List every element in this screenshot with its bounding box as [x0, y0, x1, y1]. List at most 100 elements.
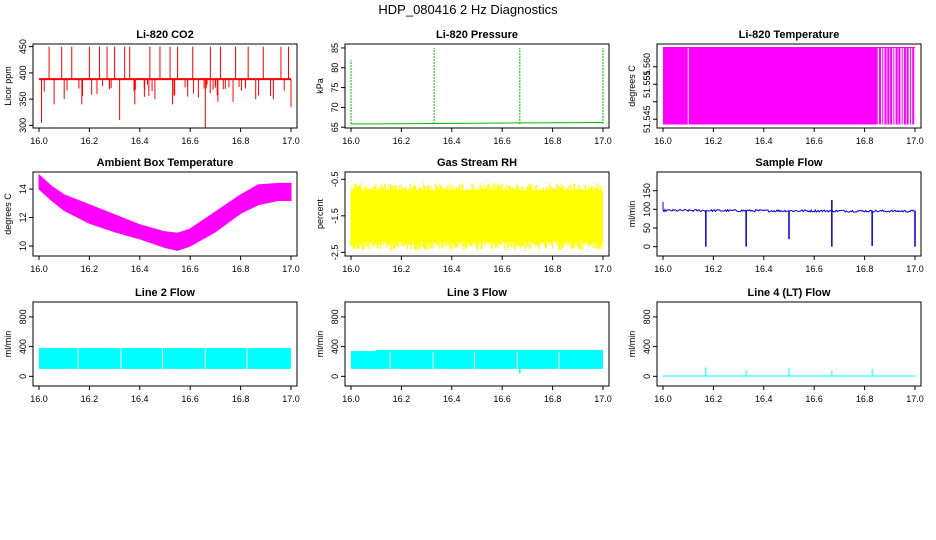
y-tick-label: 0	[18, 374, 28, 379]
chart-panel-rh: Gas Stream RH percent 16.0 16.2 16.4 16.6 16.8…	[315, 157, 612, 274]
y-axis-label: ml/min	[315, 331, 325, 358]
x-tick-label: 16.4	[443, 264, 461, 274]
chart-panel-sample_flow: Sample Flow ml/min 16.0 16.2 16.4 16.6 16.8 17.…	[627, 157, 924, 274]
y-tick-label: 75	[330, 83, 340, 93]
chart-title: Line 2 Flow	[135, 287, 195, 299]
chart-title: Line 3 Flow	[447, 287, 507, 299]
x-tick-label: 16.6	[805, 264, 823, 274]
chart-title: Gas Stream RH	[437, 157, 517, 169]
x-tick-label: 17.0	[906, 394, 924, 404]
y-tick-label: 450	[18, 39, 28, 54]
y-tick-label: 0	[330, 374, 340, 379]
y-tick-label: 800	[642, 309, 652, 324]
y-axis-label: ml/min	[627, 201, 637, 228]
plot-frame	[32, 301, 298, 387]
x-tick-label: 16.6	[181, 264, 199, 274]
y-axis-label: ml/min	[3, 331, 13, 358]
x-tick-label: 16.2	[81, 264, 99, 274]
y-tick-label: 0	[642, 244, 652, 249]
flow-band	[39, 348, 291, 369]
y-tick-label: 12	[18, 213, 28, 223]
x-tick-label: 16.4	[443, 394, 461, 404]
chart-title: Sample Flow	[755, 157, 823, 169]
series-box_temp	[38, 173, 292, 251]
x-tick-label: 16.4	[443, 136, 461, 146]
x-tick-label: 17.0	[594, 394, 612, 404]
x-tick-label: 16.2	[393, 264, 411, 274]
series-line3	[351, 350, 603, 374]
x-tick-label: 16.0	[30, 394, 48, 404]
x-tick-label: 16.8	[856, 394, 874, 404]
series-co2	[39, 46, 292, 128]
y-tick-label: 51.560	[642, 53, 652, 81]
y-tick-label: 350	[18, 92, 28, 107]
x-tick-label: 16.0	[30, 136, 48, 146]
x-tick-label: 16.0	[342, 394, 360, 404]
x-tick-label: 16.6	[181, 394, 199, 404]
y-tick-label: -2.5	[330, 245, 340, 261]
series-rh	[350, 183, 603, 251]
x-tick-label: 16.0	[654, 264, 672, 274]
x-tick-label: 16.4	[131, 394, 149, 404]
x-tick-label: 16.0	[654, 136, 672, 146]
y-axis-label: degrees C	[3, 193, 13, 235]
y-tick-label: 150	[642, 183, 652, 198]
plot-frame	[656, 171, 922, 257]
y-tick-label: 800	[330, 309, 340, 324]
x-tick-label: 16.8	[544, 394, 562, 404]
x-tick-label: 16.4	[755, 264, 773, 274]
y-tick-label: 800	[18, 309, 28, 324]
x-tick-label: 16.8	[544, 136, 562, 146]
x-tick-label: 16.8	[544, 264, 562, 274]
series-line4	[663, 367, 916, 377]
x-tick-label: 17.0	[906, 136, 924, 146]
series-licor_temp	[663, 47, 915, 125]
x-tick-label: 16.8	[856, 264, 874, 274]
x-tick-label: 17.0	[282, 136, 300, 146]
x-tick-label: 16.6	[805, 136, 823, 146]
y-tick-label: 14	[18, 184, 28, 194]
x-tick-label: 16.6	[493, 264, 511, 274]
x-tick-label: 16.0	[30, 264, 48, 274]
y-axis-label: kPa	[315, 78, 325, 94]
y-tick-label: 85	[330, 43, 340, 53]
y-tick-label: 51.545	[642, 105, 652, 133]
y-axis-label: degrees C	[627, 65, 637, 107]
chart-panel-co2: Li-820 CO2 Licor ppm 16.0 16.2 16.4 16.6 16.8 1…	[3, 29, 300, 146]
x-tick-label: 16.0	[342, 136, 360, 146]
x-tick-label: 16.2	[705, 394, 723, 404]
x-tick-label: 17.0	[594, 264, 612, 274]
x-tick-label: 16.6	[493, 136, 511, 146]
y-tick-label: 65	[330, 122, 340, 132]
chart-title: Li-820 Temperature	[739, 29, 840, 41]
x-tick-label: 16.2	[81, 394, 99, 404]
temp-fill	[663, 47, 878, 125]
x-tick-label: 16.4	[755, 136, 773, 146]
plot-frame	[656, 301, 922, 387]
y-tick-label: 0	[642, 374, 652, 379]
x-tick-label: 16.4	[755, 394, 773, 404]
x-tick-label: 17.0	[282, 394, 300, 404]
y-tick-label: 51.555	[642, 70, 652, 98]
x-tick-label: 16.8	[232, 136, 250, 146]
x-tick-label: 16.2	[393, 136, 411, 146]
series-pressure	[350, 47, 604, 125]
plot-frame	[656, 43, 922, 129]
y-tick-label: 50	[642, 223, 652, 233]
y-axis-label: Licor ppm	[3, 66, 13, 106]
flow-band	[351, 351, 603, 369]
x-tick-label: 16.4	[131, 136, 149, 146]
x-tick-label: 16.6	[181, 136, 199, 146]
x-tick-label: 16.2	[81, 136, 99, 146]
plot-frame	[344, 301, 610, 387]
y-tick-label: 400	[18, 65, 28, 80]
plot-frame	[344, 171, 610, 257]
chart-panel-line3: Line 3 Flow ml/min 16.0 16.2 16.4 16.6 16.8 17.…	[315, 287, 612, 404]
temp-band	[38, 173, 292, 251]
chart-title: Li-820 Pressure	[436, 29, 518, 41]
x-tick-label: 16.6	[805, 394, 823, 404]
x-tick-label: 16.8	[232, 394, 250, 404]
y-tick-label: -1.5	[330, 208, 340, 224]
x-tick-label: 16.2	[705, 264, 723, 274]
